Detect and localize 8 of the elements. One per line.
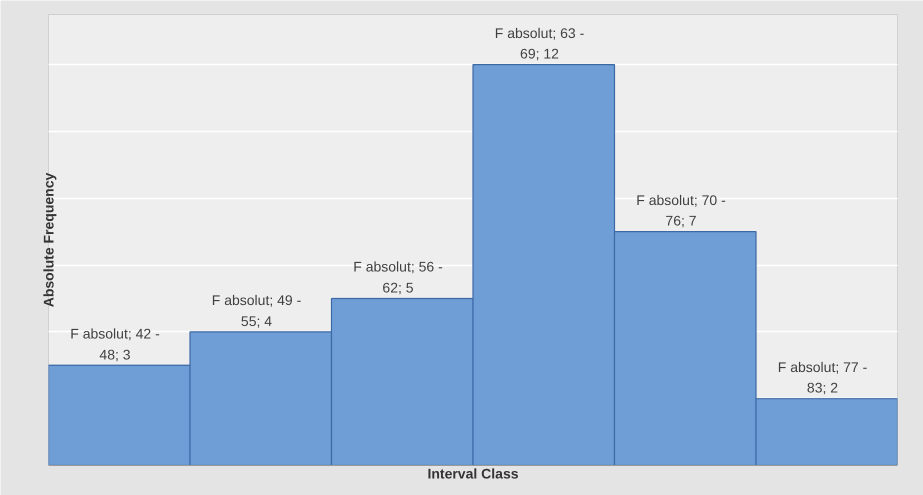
- data-label: F absolut; 70 - 76; 7: [636, 192, 726, 229]
- y-axis-title: Absolute Frequency: [40, 172, 56, 308]
- data-label: F absolut; 49 - 55; 4: [212, 292, 302, 329]
- x-axis-title: Interval Class: [427, 466, 519, 482]
- data-label: F absolut; 42 - 48; 3: [70, 325, 160, 362]
- data-label: F absolut; 77 - 83; 2: [778, 358, 868, 396]
- data-label: F absolut; 63 - 69; 12: [494, 24, 585, 62]
- data-label: F absolut; 56 - 62; 5: [353, 258, 444, 296]
